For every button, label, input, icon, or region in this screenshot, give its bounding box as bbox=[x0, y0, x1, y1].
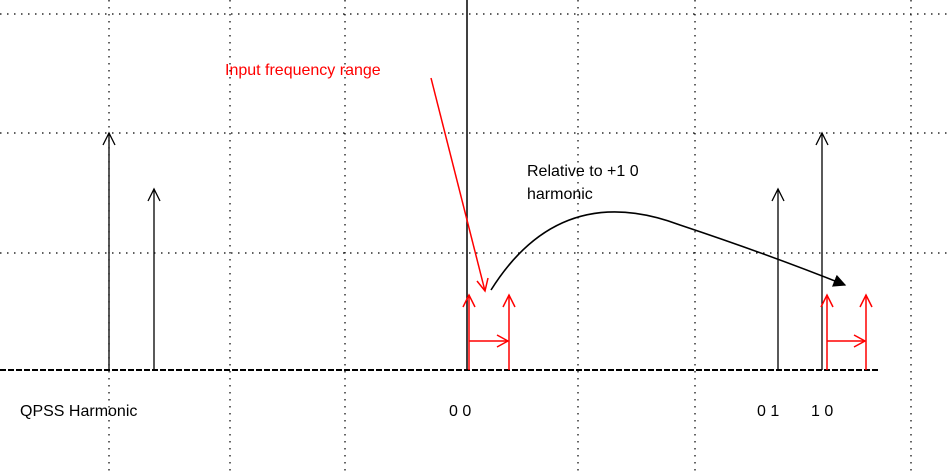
red-arrow-10-right bbox=[859, 293, 873, 370]
relative-label-line1: Relative to +1 0 bbox=[527, 163, 639, 180]
tick-label-01: 0 1 bbox=[757, 403, 779, 420]
axis-name-label: QPSS Harmonic bbox=[20, 403, 137, 420]
tick-label-00: 0 0 bbox=[449, 403, 471, 420]
tick-label-10: 1 0 bbox=[811, 403, 833, 420]
input-range-pointer bbox=[430, 77, 489, 293]
red-span-10 bbox=[827, 334, 867, 348]
input-range-arrows bbox=[430, 77, 873, 370]
harmonic-arrow-left-short bbox=[147, 187, 161, 370]
red-arrow-10-left bbox=[820, 293, 834, 370]
relative-label-line2: harmonic bbox=[527, 186, 593, 203]
red-arrow-00-right bbox=[502, 293, 516, 370]
red-span-00 bbox=[469, 334, 510, 348]
harmonic-arrow-10 bbox=[815, 131, 829, 370]
harmonic-arrow-left-tall bbox=[102, 131, 116, 370]
relative-curve-arrow bbox=[490, 211, 847, 291]
harmonic-arrows bbox=[102, 131, 829, 370]
input-range-label: Input frequency range bbox=[225, 62, 381, 79]
red-arrow-00-left bbox=[462, 293, 476, 370]
harmonic-arrow-01 bbox=[771, 187, 785, 370]
